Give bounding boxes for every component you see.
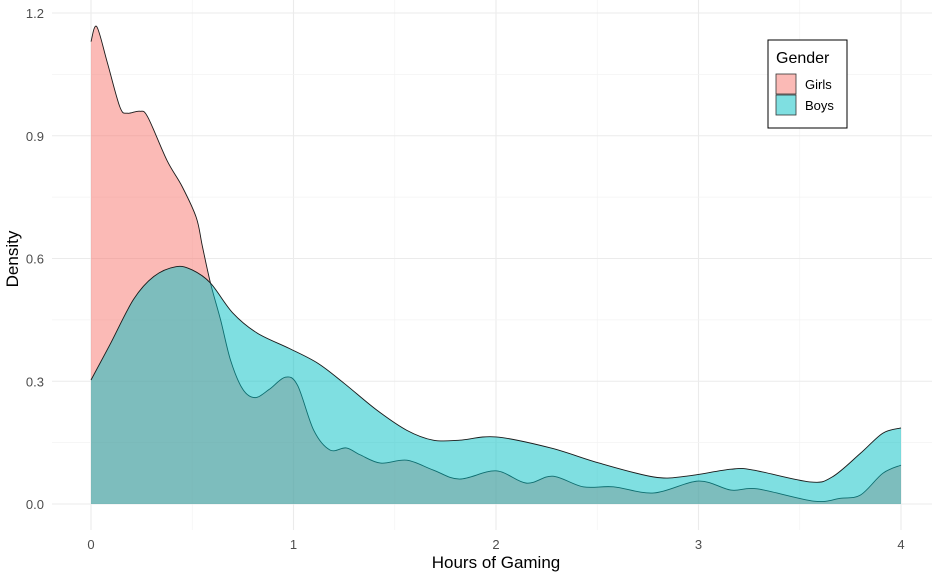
y-tick-label: 0.0 <box>26 497 44 512</box>
x-axis-ticks: 0 1 2 3 4 <box>87 537 904 552</box>
legend-key-girls <box>775 73 797 95</box>
legend-title: Gender <box>776 50 830 67</box>
x-tick-label: 4 <box>897 537 904 552</box>
legend: Gender Girls Boys <box>767 39 848 129</box>
density-line-boys <box>90 265 902 483</box>
y-axis-ticks: 0.0 0.3 0.6 0.9 1.2 <box>26 6 44 512</box>
legend-label-girls: Girls <box>805 77 832 92</box>
legend-key-boys <box>775 94 797 116</box>
y-tick-label: 1.2 <box>26 6 44 21</box>
x-axis-title: Hours of Gaming <box>432 553 561 572</box>
x-tick-label: 1 <box>290 537 297 552</box>
y-tick-label: 0.6 <box>26 252 44 267</box>
y-tick-label: 0.3 <box>26 374 44 389</box>
x-tick-label: 0 <box>87 537 94 552</box>
y-tick-label: 0.9 <box>26 129 44 144</box>
legend-label-boys: Boys <box>805 98 834 113</box>
density-areas <box>90 25 902 505</box>
y-axis-title: Density <box>3 230 22 287</box>
density-area-boys <box>91 266 901 504</box>
x-tick-label: 2 <box>492 537 499 552</box>
x-tick-label: 3 <box>695 537 702 552</box>
